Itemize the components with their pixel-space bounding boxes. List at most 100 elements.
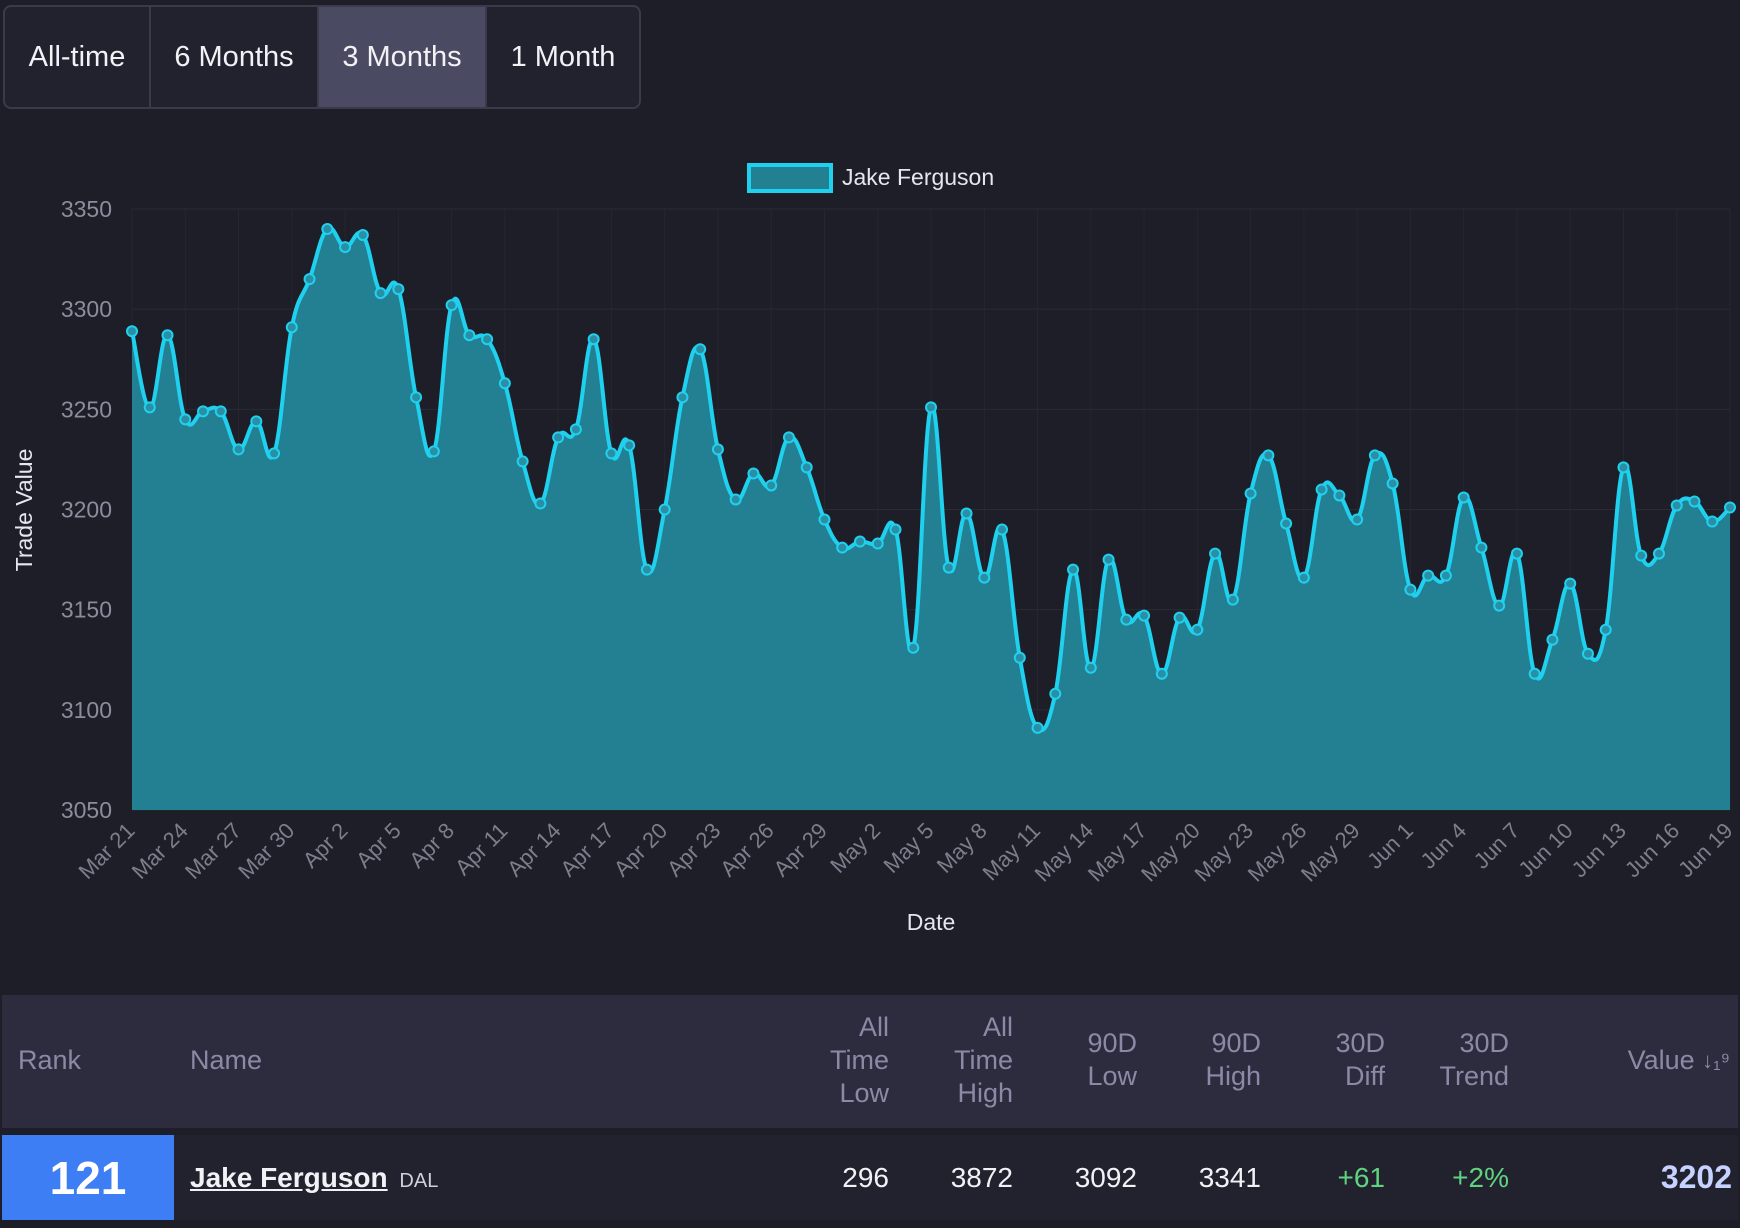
x-tick-label: May 23 — [1189, 818, 1258, 887]
tab-6-months[interactable]: 6 Months — [151, 7, 319, 107]
data-point — [1102, 553, 1115, 566]
data-point — [569, 423, 582, 436]
header-90d-high[interactable]: 90D High — [1205, 1028, 1261, 1091]
series-area-fill — [132, 227, 1730, 810]
data-point — [1599, 623, 1612, 636]
x-tick-label: Apr 17 — [555, 818, 619, 882]
data-point — [925, 401, 937, 414]
y-tick-label: 3200 — [61, 497, 112, 523]
data-point — [1724, 501, 1736, 514]
data-point — [889, 523, 902, 536]
tab-3-months[interactable]: 3 Months — [319, 7, 487, 107]
data-point — [1351, 513, 1364, 526]
data-point — [1510, 547, 1523, 560]
series-points — [126, 223, 1736, 734]
x-tick-label: May 20 — [1136, 818, 1205, 887]
header-all-time-high[interactable]: All Time High — [954, 1012, 1013, 1108]
x-axis-label: Date — [907, 909, 956, 935]
data-point — [1173, 611, 1186, 624]
x-tick-label: May 29 — [1296, 818, 1365, 887]
data-point — [1297, 571, 1310, 584]
tab-1-month[interactable]: 1 Month — [510, 40, 616, 73]
data-point — [1706, 515, 1719, 528]
data-point — [765, 479, 778, 492]
header-value[interactable]: Value ↓₁⁹ — [1628, 1044, 1730, 1077]
header-30d-trend[interactable]: 30D Trend — [1439, 1028, 1509, 1091]
data-point — [1439, 569, 1452, 582]
trend-30d-cell: +2% — [1452, 1162, 1509, 1193]
data-point — [552, 431, 565, 444]
x-tick-label: May 2 — [825, 818, 885, 878]
legend[interactable]: Jake Ferguson — [747, 163, 994, 193]
data-point — [1617, 461, 1630, 474]
y-tick-label: 3300 — [61, 296, 112, 322]
data-point — [1120, 613, 1133, 626]
x-tick-label: Mar 24 — [127, 818, 193, 884]
header-rank[interactable]: Rank — [18, 1045, 82, 1075]
data-point — [818, 513, 831, 526]
player-name-link[interactable]: Jake Ferguson — [190, 1162, 388, 1193]
header-all-time-low[interactable]: All Time Low — [830, 1012, 889, 1108]
data-point — [1386, 477, 1399, 490]
header-name[interactable]: Name — [190, 1045, 263, 1075]
x-tick-label: May 17 — [1083, 818, 1152, 887]
header-90d-low[interactable]: 90D Low — [1087, 1028, 1137, 1091]
data-point — [1209, 547, 1222, 560]
data-point — [1404, 583, 1417, 596]
x-tick-label: Mar 30 — [233, 818, 299, 884]
data-point — [1422, 569, 1435, 582]
data-point — [729, 493, 742, 506]
data-point — [1635, 549, 1648, 562]
sort-descending-icon[interactable]: ↓₁⁹ — [1702, 1048, 1730, 1073]
data-point — [711, 443, 724, 456]
player-name-cell: Jake Ferguson DAL — [190, 1135, 438, 1220]
data-point — [676, 391, 689, 404]
data-point — [268, 447, 281, 460]
data-point — [1493, 599, 1506, 612]
data-point — [1031, 721, 1044, 734]
data-point — [427, 445, 440, 458]
x-tick-label: Jun 10 — [1513, 818, 1577, 882]
data-point — [1670, 499, 1683, 512]
data-point — [996, 523, 1009, 536]
data-point — [356, 229, 369, 242]
data-point — [1457, 491, 1470, 504]
x-tick-label: Apr 29 — [768, 818, 832, 882]
table-row[interactable]: 121 Jake Ferguson DAL 296 3872 3092 3341… — [2, 1135, 1738, 1220]
data-point — [1564, 577, 1577, 590]
x-tick-label: Apr 26 — [715, 818, 779, 882]
data-point — [1368, 449, 1381, 462]
time-range-tabs: All-time 6 Months 3 Months 1 Month — [3, 5, 641, 109]
x-tick-label: Mar 27 — [180, 818, 246, 884]
legend-swatch — [747, 163, 833, 193]
data-point — [197, 405, 210, 418]
y-tick-label: 3100 — [61, 697, 112, 723]
data-point — [853, 535, 866, 548]
data-point — [321, 223, 334, 236]
team-label: DAL — [399, 1170, 439, 1192]
data-point — [303, 273, 316, 286]
rank-badge: 121 — [2, 1135, 174, 1220]
x-tick-label: Apr 20 — [609, 818, 673, 882]
x-tick-label: Apr 5 — [351, 818, 406, 873]
data-point — [960, 507, 973, 520]
data-point — [623, 439, 636, 452]
data-point — [658, 503, 671, 516]
data-point — [1315, 483, 1328, 496]
header-30d-diff[interactable]: 30D Diff — [1335, 1028, 1385, 1091]
tab-all-time[interactable]: All-time — [5, 7, 151, 107]
data-point — [1546, 633, 1559, 646]
y-tick-label: 3350 — [61, 196, 112, 222]
x-tick-label: Jun 4 — [1415, 818, 1471, 874]
y-axis-ticks: 3050 3100 3150 3200 3250 3300 3350 — [61, 196, 112, 823]
data-point — [126, 325, 138, 338]
data-point — [1155, 667, 1168, 680]
data-point — [1528, 667, 1541, 680]
data-point — [1581, 647, 1594, 660]
data-point — [1049, 687, 1062, 700]
data-point — [605, 447, 618, 460]
data-point — [978, 571, 991, 584]
data-point — [516, 455, 529, 468]
data-point — [232, 443, 245, 456]
